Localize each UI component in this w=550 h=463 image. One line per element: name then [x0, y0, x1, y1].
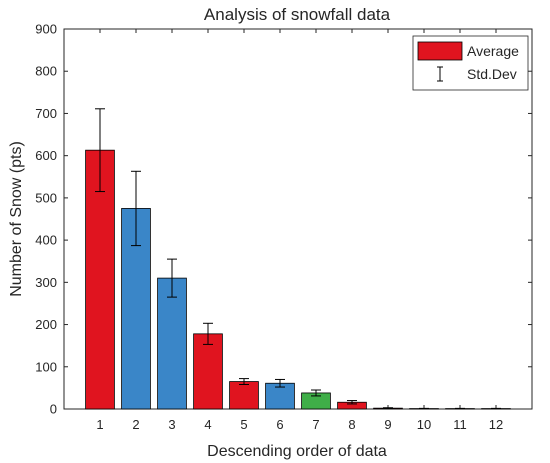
bar-1 [85, 149, 115, 410]
y-tick-label: 100 [35, 359, 57, 374]
y-tick-label: 0 [50, 402, 57, 417]
x-tick-label: 3 [168, 417, 175, 432]
x-tick-label: 9 [384, 417, 391, 432]
x-tick-label: 8 [348, 417, 355, 432]
y-tick-label: 300 [35, 275, 57, 290]
y-tick-label: 600 [35, 148, 57, 163]
x-tick-label: 10 [417, 417, 431, 432]
errorbar-8 [347, 400, 357, 405]
y-tick-label: 500 [35, 190, 57, 205]
y-axis: 0 100 200 300 400 500 600 700 800 900 [35, 22, 532, 417]
errorbar-5 [239, 378, 249, 386]
x-tick-label: 6 [276, 417, 283, 432]
chart-title: Analysis of snowfall data [204, 5, 391, 24]
legend-label-average: Average [467, 43, 519, 59]
x-tick-label: 5 [240, 417, 247, 432]
y-axis-label: Number of Snow (pts) [8, 141, 25, 297]
y-tick-label: 700 [35, 106, 57, 121]
errorbar-4 [203, 322, 213, 345]
x-tick-label: 2 [132, 417, 139, 432]
y-tick-label: 200 [35, 317, 57, 332]
x-tick-label: 1 [96, 417, 103, 432]
y-tick-label: 400 [35, 233, 57, 248]
x-tick-label: 4 [204, 417, 211, 432]
errorbar-7 [311, 389, 321, 397]
errorbar-1 [95, 108, 105, 193]
y-tick-label: 900 [35, 22, 57, 37]
errorbar-2 [131, 170, 141, 247]
bar-3 [157, 277, 187, 410]
x-axis: 1 2 3 4 5 6 7 8 9 10 11 12 [96, 29, 503, 432]
x-axis-label: Descending order of data [207, 443, 387, 460]
errorbar-series [95, 108, 501, 410]
errorbar-9 [383, 407, 393, 410]
x-tick-label: 7 [312, 417, 319, 432]
legend-label-std-dev: Std.Dev [467, 66, 517, 82]
y-tick-label: 800 [35, 64, 57, 79]
legend: Average Std.Dev [412, 35, 529, 91]
bar-4 [193, 333, 223, 410]
legend-swatch-average [417, 41, 463, 61]
x-tick-label: 11 [453, 417, 467, 432]
bar-5 [229, 381, 259, 410]
legend-swatch-std-dev [437, 66, 443, 82]
errorbar-6 [275, 378, 285, 388]
errorbar-3 [167, 258, 177, 298]
x-tick-label: 12 [489, 417, 503, 432]
